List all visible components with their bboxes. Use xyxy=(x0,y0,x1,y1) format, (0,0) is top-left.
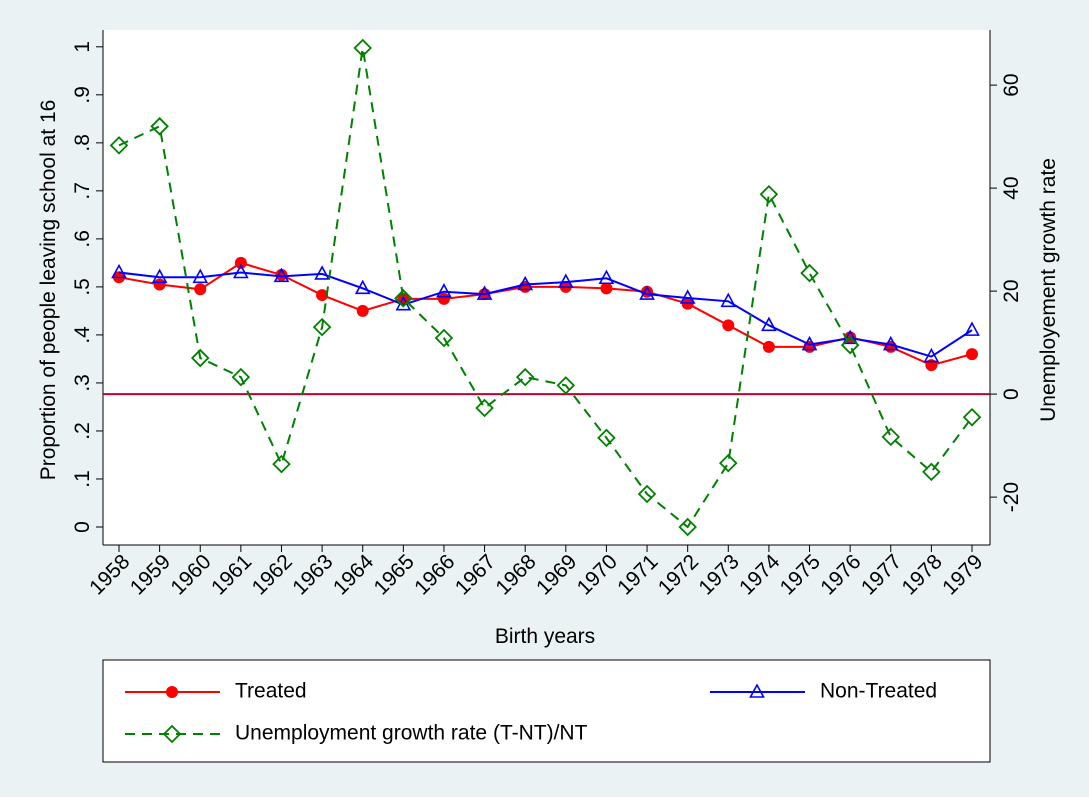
marker xyxy=(150,117,169,136)
marker xyxy=(273,267,290,283)
marker xyxy=(151,268,168,284)
marker xyxy=(556,376,576,395)
series-line xyxy=(118,47,973,529)
y-axis-title: Proportion of people leaving school at 1… xyxy=(37,100,60,481)
marker xyxy=(233,263,249,279)
legend-marker xyxy=(166,686,178,698)
marker xyxy=(882,335,899,351)
marker xyxy=(722,319,735,332)
marker xyxy=(966,348,978,361)
y2-tick-label: 20 xyxy=(1000,279,1023,302)
legend-marker xyxy=(162,724,182,744)
marker xyxy=(964,321,980,336)
marker xyxy=(639,285,655,300)
marker xyxy=(922,462,941,482)
marker xyxy=(192,268,209,284)
marker xyxy=(515,367,535,387)
marker xyxy=(476,285,493,300)
marker xyxy=(434,328,454,348)
y-tick-label: 1 xyxy=(71,41,94,53)
marker xyxy=(557,273,574,288)
y-tick-label: .9 xyxy=(71,86,94,104)
marker xyxy=(394,289,413,308)
marker xyxy=(517,275,534,291)
marker xyxy=(597,428,616,448)
marker xyxy=(923,347,940,363)
y-tick-label: .4 xyxy=(71,326,94,344)
marker xyxy=(356,304,369,317)
y-tick-label: .1 xyxy=(71,470,94,488)
marker xyxy=(275,268,288,281)
marker xyxy=(272,454,291,474)
marker xyxy=(719,453,738,473)
marker xyxy=(637,484,657,504)
y2-tick-label: 60 xyxy=(1000,73,1023,96)
y-tick-label: .5 xyxy=(71,278,94,296)
marker xyxy=(231,367,251,387)
marker xyxy=(111,263,127,279)
y-tick-label: .2 xyxy=(71,422,94,440)
y2-tick-label: -20 xyxy=(1000,482,1023,512)
series-line xyxy=(118,271,973,358)
marker xyxy=(234,256,247,269)
y-tick-label: .8 xyxy=(71,134,94,152)
marker xyxy=(190,348,210,368)
marker xyxy=(353,38,372,58)
y-tick-label: .6 xyxy=(71,230,94,248)
marker xyxy=(759,185,779,204)
legend-label: Treated xyxy=(235,680,307,703)
marker xyxy=(678,517,697,537)
marker xyxy=(600,282,613,295)
marker xyxy=(962,408,982,427)
y-tick-label: .7 xyxy=(71,182,94,200)
marker xyxy=(842,329,858,345)
marker xyxy=(312,317,332,337)
x-axis-title: Birth years xyxy=(495,625,595,648)
marker xyxy=(761,316,777,332)
marker xyxy=(840,335,860,355)
marker xyxy=(762,340,775,353)
legend xyxy=(102,659,991,763)
y2-tick-label: 40 xyxy=(1000,176,1023,199)
marker xyxy=(316,289,329,302)
marker xyxy=(598,269,615,285)
marker xyxy=(801,335,818,351)
marker xyxy=(475,398,494,418)
y-tick-label: 0 xyxy=(71,521,94,533)
legend-label: Unemployment growth rate (T-NT)/NT xyxy=(235,722,588,745)
y-tick-label: .3 xyxy=(71,374,94,392)
y2-tick-label: 0 xyxy=(1000,388,1023,400)
marker xyxy=(314,265,330,280)
marker xyxy=(679,289,696,304)
marker xyxy=(354,279,371,295)
marker xyxy=(720,292,737,308)
marker xyxy=(800,263,819,283)
y2-axis-title: Unemployement growth rate xyxy=(1037,158,1060,422)
legend-marker xyxy=(749,683,765,698)
marker xyxy=(109,136,129,155)
legend-label: Non-Treated xyxy=(820,680,937,703)
marker xyxy=(436,283,452,298)
marker xyxy=(881,427,901,447)
marker xyxy=(194,283,207,296)
